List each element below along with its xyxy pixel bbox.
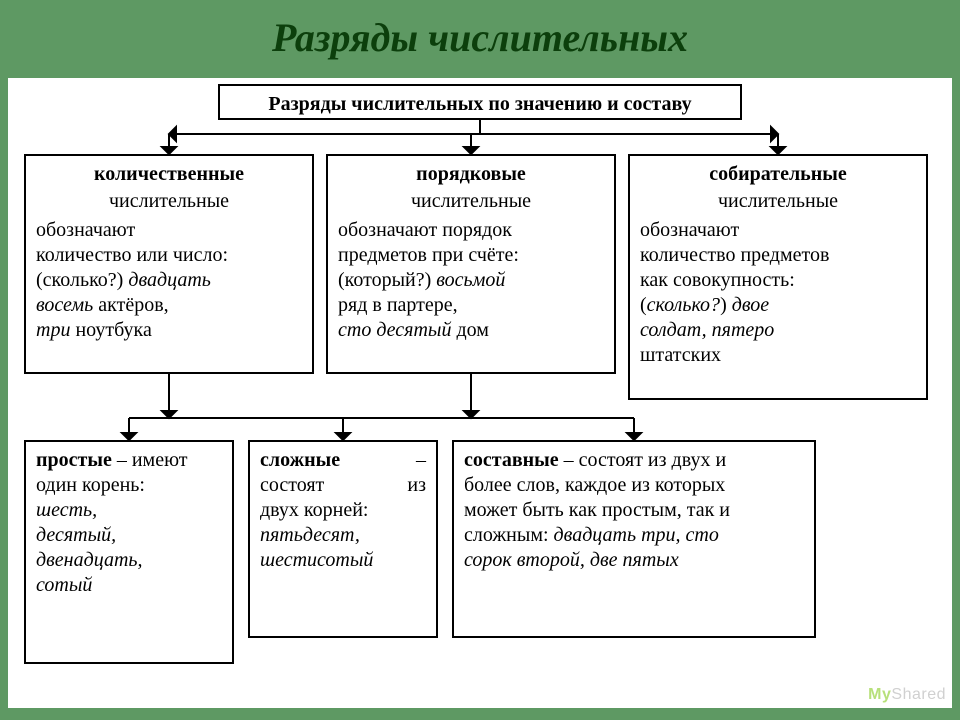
watermark: MyShared — [868, 686, 946, 704]
subA-line: сотый — [36, 573, 222, 598]
italic-text: двадцать три, сто — [554, 524, 719, 546]
catB-line: обозначают порядок — [338, 218, 604, 243]
category-compound: составные – состоят из двух и более слов… — [452, 440, 816, 638]
catB-line: сто десятый дом — [338, 318, 604, 343]
catB-line: предметов при счёте: — [338, 243, 604, 268]
italic-text: восьмой — [436, 269, 505, 291]
italic-text: восемь — [36, 294, 93, 316]
subA-line: двенадцать, — [36, 548, 222, 573]
root-title: Разряды числительных по значению и соста… — [230, 92, 730, 117]
catB-line: ряд в партере, — [338, 293, 604, 318]
category-ordinal: порядковые числительные обозначают поряд… — [326, 154, 616, 374]
subB-line: сложные – — [260, 448, 426, 473]
page-title: Разряды числительных — [0, 14, 960, 61]
catB-head: порядковые — [338, 162, 604, 187]
text: ) — [720, 294, 732, 316]
stage: Разряды числительных Разряды числительны… — [0, 0, 960, 720]
bold-text: составные — [464, 449, 559, 471]
category-simple: простые – имеют один корень: шесть, деся… — [24, 440, 234, 664]
diagram-sheet: Разряды числительных по значению и соста… — [8, 78, 952, 708]
text: ноутбука — [70, 319, 151, 341]
bold-text: сложные — [260, 449, 340, 471]
catC-line: солдат, пятеро — [640, 318, 916, 343]
subC-line: может быть как простым, так и — [464, 498, 804, 523]
subA-line: один корень: — [36, 473, 222, 498]
catA-line: количество или число: — [36, 243, 302, 268]
catB-sub: числительные — [338, 189, 604, 214]
catC-head: собирательные — [640, 162, 916, 187]
subA-line: десятый, — [36, 523, 222, 548]
subB-line: шестисотый — [260, 548, 426, 573]
subA-line: шесть, — [36, 498, 222, 523]
catA-line: три ноутбука — [36, 318, 302, 343]
watermark-shared: Shared — [891, 686, 946, 703]
subC-line: сложным: двадцать три, сто — [464, 523, 804, 548]
catC-line: (сколько?) двое — [640, 293, 916, 318]
catC-line: обозначают — [640, 218, 916, 243]
category-collective: собирательные числительные обозначают ко… — [628, 154, 928, 400]
catB-line: (который?) восьмой — [338, 268, 604, 293]
catA-sub: числительные — [36, 189, 302, 214]
catC-line: штатских — [640, 343, 916, 368]
text: – имеют — [112, 449, 188, 471]
text: (сколько?) — [36, 269, 128, 291]
subC-line: более слов, каждое из которых — [464, 473, 804, 498]
root-box: Разряды числительных по значению и соста… — [218, 84, 742, 120]
catA-line: восемь актёров, — [36, 293, 302, 318]
text: – — [340, 449, 426, 471]
italic-text: три — [36, 319, 70, 341]
catC-line: количество предметов — [640, 243, 916, 268]
italic-text: двадцать — [128, 269, 211, 291]
catA-line: (сколько?) двадцать — [36, 268, 302, 293]
catC-sub: числительные — [640, 189, 916, 214]
text: (который?) — [338, 269, 436, 291]
bold-text: простые — [36, 449, 112, 471]
text: актёров, — [93, 294, 168, 316]
subB-line: двух корней: — [260, 498, 426, 523]
italic-text: двое — [732, 294, 769, 316]
category-quantitative: количественные числительные обозначают к… — [24, 154, 314, 374]
text: ( — [640, 294, 647, 316]
text: – состоят из двух и — [559, 449, 727, 471]
catA-head: количественные — [36, 162, 302, 187]
subC-line: сорок второй, две пятых — [464, 548, 804, 573]
text: дом — [451, 319, 488, 341]
catA-line: обозначают — [36, 218, 302, 243]
subB-line: состоят из — [260, 473, 426, 498]
italic-text: сто десятый — [338, 319, 451, 341]
italic-text: сколько? — [647, 294, 720, 316]
category-complex: сложные – состоят из двух корней: пятьде… — [248, 440, 438, 638]
text: сложным: — [464, 524, 554, 546]
subC-line: составные – состоят из двух и — [464, 448, 804, 473]
subB-line: пятьдесят, — [260, 523, 426, 548]
catC-line: как совокупность: — [640, 268, 916, 293]
watermark-my: My — [868, 686, 891, 703]
subA-line: простые – имеют — [36, 448, 222, 473]
